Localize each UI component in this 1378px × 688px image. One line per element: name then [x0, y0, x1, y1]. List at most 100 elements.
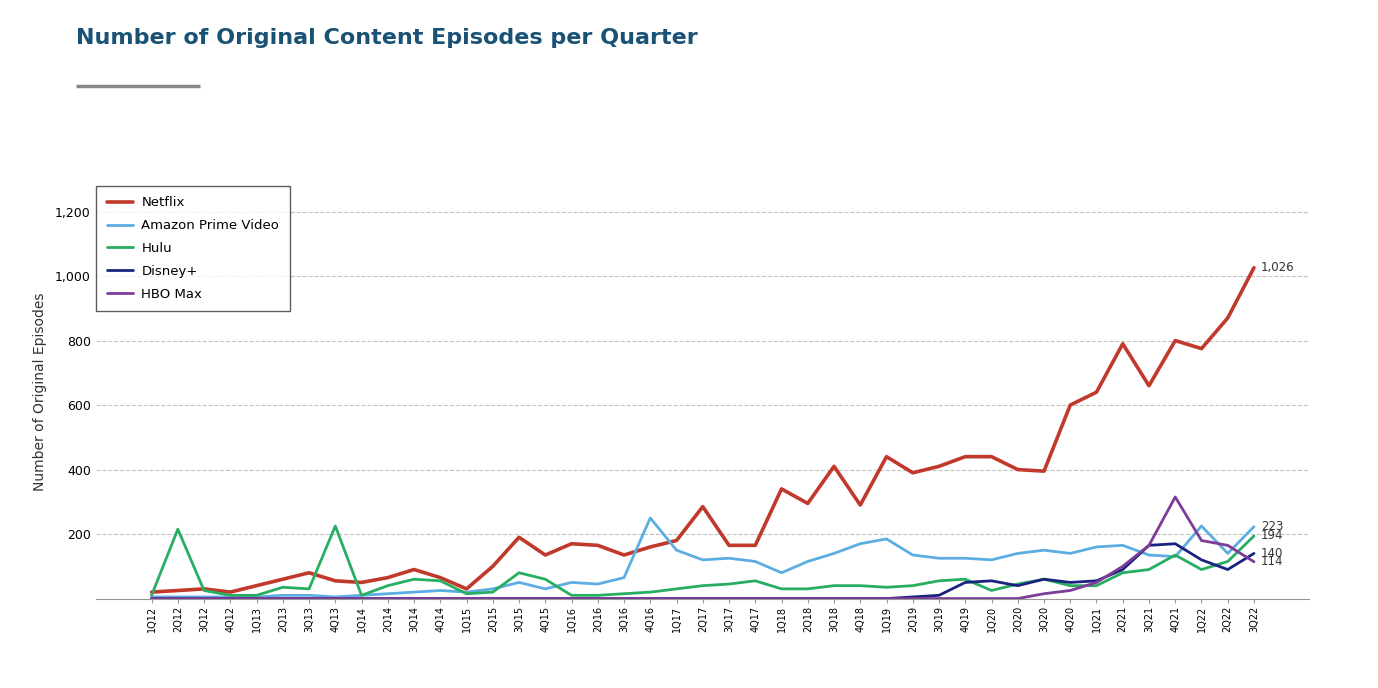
Disney+ [511, 594, 528, 603]
Hulu [1167, 551, 1184, 559]
Disney+ [1115, 566, 1131, 574]
Netflix [904, 469, 921, 477]
Netflix [1115, 340, 1131, 348]
Amazon Prime Video [616, 574, 633, 582]
HBO Max [747, 594, 763, 603]
Hulu [300, 585, 317, 593]
Text: Number of Original Content Episodes per Quarter: Number of Original Content Episodes per … [76, 28, 697, 47]
Disney+ [590, 594, 606, 603]
Netflix [825, 462, 842, 471]
Netflix [930, 462, 947, 471]
Amazon Prime Video [852, 539, 868, 548]
Disney+ [274, 594, 291, 603]
HBO Max [274, 594, 291, 603]
Hulu [485, 588, 502, 596]
Hulu [459, 590, 475, 598]
Hulu [1115, 568, 1131, 577]
Hulu [721, 580, 737, 588]
Amazon Prime Video [1246, 522, 1262, 530]
Hulu [616, 590, 633, 598]
HBO Max [300, 594, 317, 603]
HBO Max [1167, 493, 1184, 501]
Amazon Prime Video [721, 554, 737, 562]
Amazon Prime Video [222, 593, 238, 601]
Disney+ [1062, 579, 1079, 587]
Amazon Prime Video [956, 554, 973, 562]
Hulu [956, 575, 973, 583]
HBO Max [930, 594, 947, 603]
Disney+ [878, 594, 894, 603]
Hulu [878, 583, 894, 592]
HBO Max [485, 594, 502, 603]
Disney+ [300, 594, 317, 603]
Line: Hulu: Hulu [152, 526, 1254, 595]
HBO Max [668, 594, 685, 603]
HBO Max [642, 594, 659, 603]
Amazon Prime Video [169, 593, 186, 601]
HBO Max [379, 594, 395, 603]
Hulu [353, 591, 369, 599]
Netflix [196, 585, 212, 593]
Amazon Prime Video [1036, 546, 1053, 555]
HBO Max [248, 594, 265, 603]
Netflix [1010, 465, 1027, 473]
Amazon Prime Video [379, 590, 395, 598]
Netflix [511, 533, 528, 541]
Netflix [1167, 336, 1184, 345]
Hulu [642, 588, 659, 596]
HBO Max [695, 594, 711, 603]
HBO Max [353, 594, 369, 603]
Netflix [695, 502, 711, 510]
Disney+ [668, 594, 685, 603]
Hulu [1036, 575, 1053, 583]
Netflix [143, 588, 160, 596]
HBO Max [1036, 590, 1053, 598]
HBO Max [169, 594, 186, 603]
Amazon Prime Video [799, 557, 816, 566]
Amazon Prime Video [1141, 551, 1158, 559]
Disney+ [747, 594, 763, 603]
Disney+ [930, 591, 947, 599]
Disney+ [222, 594, 238, 603]
Hulu [984, 586, 1000, 594]
Amazon Prime Video [1089, 543, 1105, 551]
Hulu [825, 581, 842, 590]
HBO Max [1193, 537, 1210, 545]
HBO Max [825, 594, 842, 603]
HBO Max [904, 594, 921, 603]
HBO Max [721, 594, 737, 603]
Hulu [590, 591, 606, 599]
Amazon Prime Video [327, 593, 343, 601]
Netflix [1220, 314, 1236, 322]
Netflix [485, 562, 502, 570]
HBO Max [1220, 541, 1236, 550]
Netflix [984, 453, 1000, 461]
Netflix [433, 574, 449, 582]
Netflix [1089, 388, 1105, 396]
Hulu [564, 591, 580, 599]
Amazon Prime Video [300, 591, 317, 599]
Disney+ [1036, 575, 1053, 583]
Hulu [904, 581, 921, 590]
Netflix [274, 575, 291, 583]
Amazon Prime Video [143, 593, 160, 601]
HBO Max [196, 594, 212, 603]
Netflix [327, 577, 343, 585]
HBO Max [616, 594, 633, 603]
Disney+ [379, 594, 395, 603]
Netflix [878, 453, 894, 461]
Netflix [668, 537, 685, 545]
HBO Max [773, 594, 790, 603]
Amazon Prime Video [590, 580, 606, 588]
Disney+ [904, 593, 921, 601]
Hulu [327, 522, 343, 530]
Amazon Prime Video [485, 585, 502, 593]
HBO Max [143, 594, 160, 603]
Netflix [1246, 264, 1262, 272]
HBO Max [433, 594, 449, 603]
Disney+ [327, 594, 343, 603]
Netflix [405, 566, 422, 574]
Amazon Prime Video [537, 585, 554, 593]
Disney+ [1193, 556, 1210, 564]
Netflix [956, 453, 973, 461]
